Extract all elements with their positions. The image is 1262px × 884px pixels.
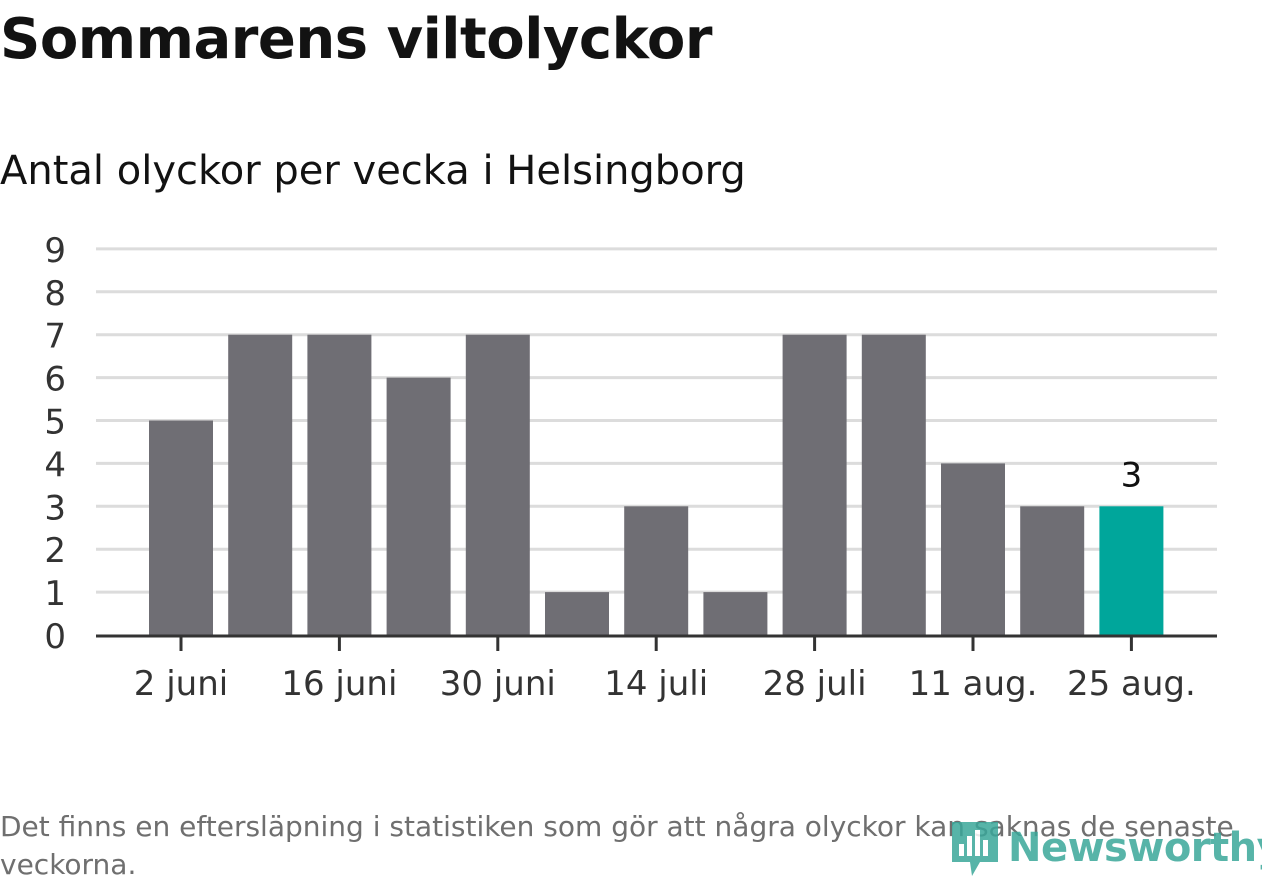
- y-tick-label: 9: [44, 231, 66, 271]
- x-tick-label: 14 juli: [604, 664, 708, 704]
- y-tick-label: 8: [44, 274, 66, 314]
- bar: 11 aug.: 4: [941, 463, 1005, 635]
- footnote: Det finns en eftersläpning i statistiken…: [0, 810, 1234, 881]
- chart-subtitle: Antal olyckor per vecka i Helsingborg: [0, 148, 746, 194]
- bar-highlighted: 25 aug.: 3: [1099, 506, 1164, 635]
- bar: 14 juli: 3: [624, 506, 689, 635]
- bars: 2 juni: 59 juni: 716 juni: 723 juni: 630…: [149, 334, 1164, 635]
- y-tick-label: 5: [44, 403, 66, 443]
- bar: 16 juni: 7: [307, 334, 372, 635]
- bar: 21 juli: 1: [703, 592, 768, 635]
- y-tick-label: 3: [44, 488, 66, 528]
- x-axis-ticks: 2 juni 16 juni 30 juni 14 juli 28 juli 11 aug…: [134, 637, 1196, 704]
- bar: 28 juli: 7: [782, 334, 847, 635]
- newsworthy-logo: Newsworthy: [950, 818, 1262, 878]
- chart-title: Sommarens viltolyckor: [0, 7, 712, 72]
- y-tick-label: 2: [44, 531, 66, 571]
- x-tick-label: 11 aug.: [909, 664, 1038, 704]
- data-label: 3: [1121, 455, 1143, 495]
- bar: 18 aug.: 3: [1020, 506, 1085, 635]
- y-tick-label: 1: [44, 574, 66, 614]
- bar: 30 juni: 7: [465, 334, 530, 635]
- x-tick-label: 30 juni: [440, 664, 556, 704]
- y-tick-label: 6: [44, 360, 66, 400]
- bar: 7 juli: 1: [545, 592, 609, 635]
- x-tick-label: 16 juni: [281, 664, 397, 704]
- x-tick-label: 2 juni: [134, 664, 228, 704]
- bar: 9 juni: 7: [228, 334, 293, 635]
- logo-text: Newsworthy: [1008, 825, 1262, 871]
- bar: 4 aug.: 7: [861, 334, 926, 635]
- x-tick-label: 28 juli: [763, 664, 867, 704]
- x-tick-label: 25 aug.: [1067, 664, 1196, 704]
- y-tick-label: 0: [44, 617, 66, 657]
- y-tick-label: 7: [44, 317, 66, 357]
- bar: 23 juni: 6: [386, 377, 451, 635]
- bar: 2 juni: 5: [149, 420, 213, 635]
- y-tick-label: 4: [44, 445, 66, 485]
- data-labels: 3: [1121, 455, 1143, 495]
- bar-chart-speech-bubble-icon: [952, 822, 998, 876]
